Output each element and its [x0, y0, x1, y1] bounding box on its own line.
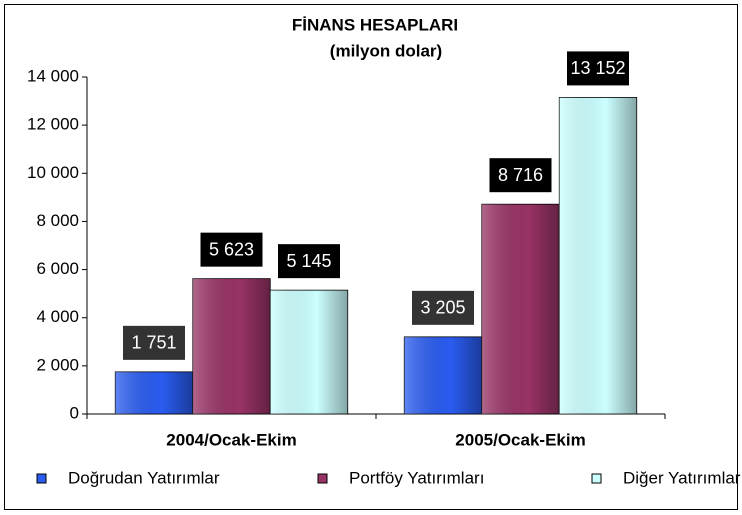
value-label: 13 152: [570, 58, 625, 78]
y-tick-label: 2 000: [36, 355, 79, 374]
y-tick-label: 12 000: [27, 115, 79, 134]
y-tick-label: 4 000: [36, 307, 79, 326]
value-label-box: [412, 290, 474, 325]
bar: [269, 289, 349, 415]
legend-label: Portföy Yatırımları: [349, 468, 484, 487]
legend-label: Doğrudan Yatırımlar: [68, 468, 220, 487]
value-label-box: [489, 158, 552, 193]
legend-swatch: [36, 473, 47, 484]
bar: [481, 203, 560, 415]
chart-title: FİNANS HESAPLARI: [292, 15, 458, 34]
legend-label: Diğer Yatırımları: [623, 468, 742, 487]
y-tick-label: 10 000: [27, 163, 79, 182]
value-label: 3 205: [420, 298, 465, 318]
legend-swatch: [317, 473, 328, 484]
bar: [558, 97, 638, 415]
value-label: 8 716: [498, 165, 543, 185]
x-tick-label: 2004/Ocak-Ekim: [166, 430, 296, 449]
bar: [192, 278, 271, 415]
value-label: 1 751: [131, 333, 176, 353]
value-label: 5 623: [209, 239, 254, 259]
y-tick-label: 14 000: [27, 66, 79, 85]
value-label-box: [278, 244, 340, 279]
x-tick-label: 2005/Ocak-Ekim: [455, 430, 585, 449]
value-label-box: [200, 232, 263, 267]
chart-subtitle: (milyon dolar): [330, 41, 442, 60]
bar: [403, 336, 483, 415]
y-tick-label: 0: [70, 403, 79, 422]
legend-swatch: [591, 473, 602, 484]
bar: [114, 371, 194, 415]
value-label-box: [567, 51, 629, 86]
y-tick-label: 6 000: [36, 259, 79, 278]
y-tick-label: 8 000: [36, 211, 79, 230]
value-label-box: [123, 325, 185, 360]
value-label: 5 145: [286, 251, 331, 271]
